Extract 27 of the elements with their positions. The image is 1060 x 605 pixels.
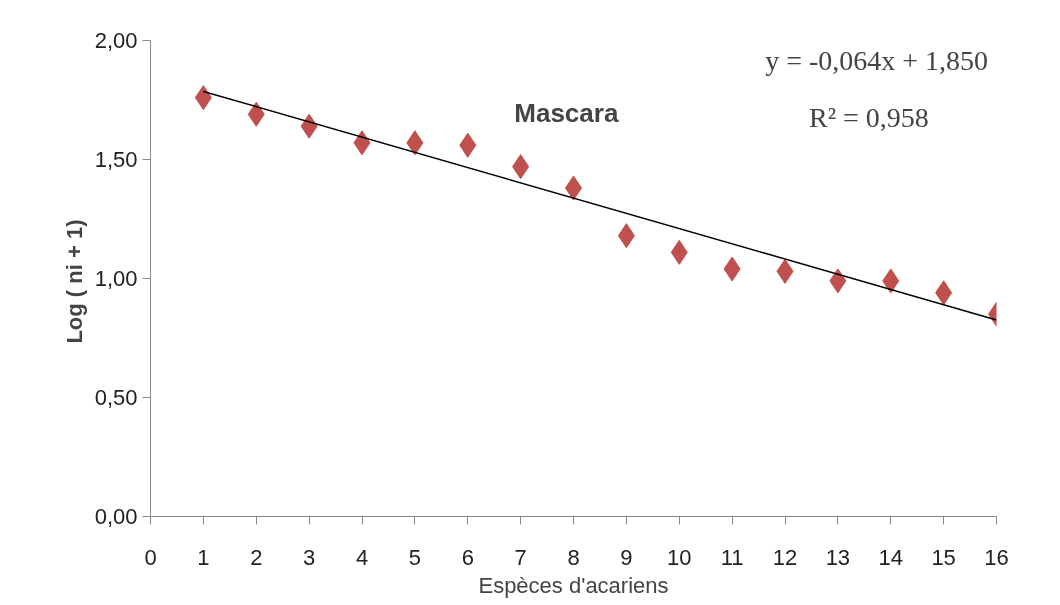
y-tick-label: 0,50 [94, 385, 138, 410]
x-tick-label: 4 [355, 544, 369, 570]
y-tick-label: 0,00 [94, 504, 138, 529]
x-tick-label: 13 [825, 544, 851, 570]
annotation: Mascara [514, 97, 619, 128]
x-tick-label: 0 [144, 544, 157, 570]
x-tick-label: 6 [461, 544, 474, 570]
x-tick-label: 5 [408, 544, 422, 570]
x-tick-label: 11 [720, 544, 744, 570]
x-tick-label: 7 [514, 544, 527, 570]
y-tick-label: 1,00 [94, 266, 138, 291]
x-axis-title: Espèces d'acariens [478, 572, 669, 598]
x-tick-label: 15 [931, 544, 956, 570]
x-tick-label: 10 [667, 544, 692, 570]
y-tick-label: 1,50 [94, 147, 138, 172]
x-tick-label: 12 [772, 544, 798, 570]
x-tick-label: 1 [197, 544, 210, 570]
x-tick-label: 3 [303, 544, 316, 570]
x-tick-label: 14 [878, 544, 903, 570]
annotation: y = -0,064x + 1,850 [765, 45, 989, 77]
x-tick-label: 9 [620, 544, 633, 570]
x-tick-label: 2 [250, 544, 263, 570]
y-tick-label: 2,00 [94, 28, 138, 53]
annotation: R² = 0,958 [808, 102, 929, 134]
y-axis-title: Log ( ni + 1) [61, 219, 87, 344]
x-tick-label: 8 [567, 544, 580, 570]
x-tick-label: 16 [984, 544, 1009, 570]
